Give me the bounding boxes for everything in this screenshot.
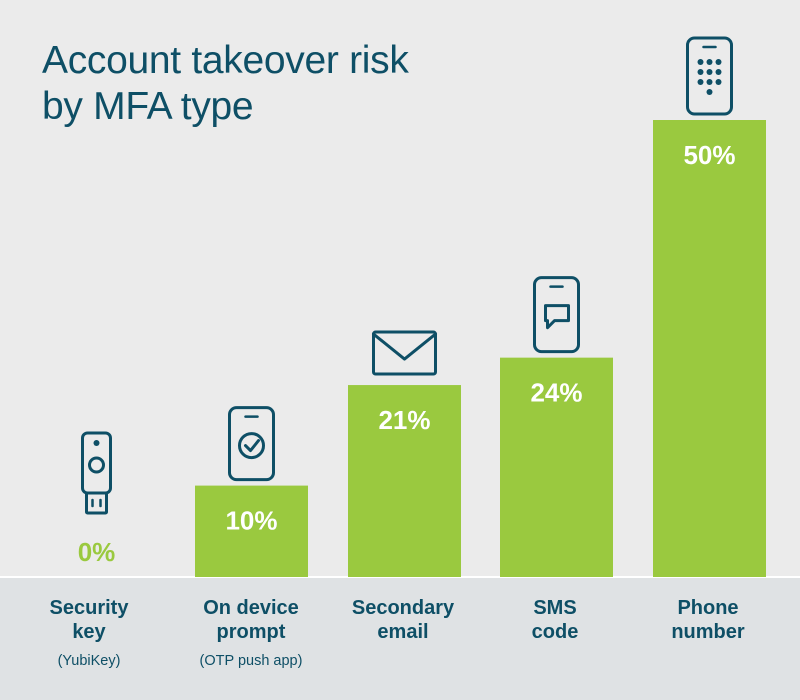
category-label-line1: SMS [533,597,577,619]
bar-2 [348,385,461,577]
bar-value-label-2: 21% [378,405,430,435]
chart-title-line1: Account takeover risk [42,39,409,82]
bar-value-label-1: 10% [225,506,277,536]
category-sublabel: (YubiKey) [57,653,121,669]
category-label-on-device-prompt: On device prompt (OTP push app) [181,596,321,671]
chart-title: Account takeover risk by MFA type [42,38,562,130]
envelope-icon [372,330,437,376]
chart-title-line2: by MFA type [42,85,254,128]
phone-check-icon [228,406,275,482]
category-label-line2: email [377,621,429,643]
phone-chat-icon [533,276,580,354]
category-label-line2: number [671,621,745,643]
category-label-line2: code [531,621,579,643]
bar-value-label-3: 24% [530,378,582,408]
bar-1 [195,485,308,577]
category-sublabel: (OTP push app) [199,653,303,669]
bar-value-label-4: 50% [683,140,735,170]
category-label-security-key: Security key (YubiKey) [19,596,159,671]
category-label-line1: Phone [677,597,739,619]
security-key-icon [81,431,112,515]
category-label-line2: prompt [216,621,286,643]
category-footer [0,577,800,700]
category-label-line1: Security [49,597,129,619]
category-label-line1: Secondary [351,597,455,619]
category-label-secondary-email: Secondary email [333,596,473,644]
category-label-line2: key [72,621,106,643]
category-label-sms-code: SMS code [485,596,625,644]
phone-keypad-icon [686,36,733,116]
bar-3 [500,357,613,577]
category-label-phone-number: Phone number [638,596,778,644]
category-label-line1: On device [203,597,299,619]
bar-4 [653,120,766,577]
bar-value-label-0: 0% [78,537,116,567]
